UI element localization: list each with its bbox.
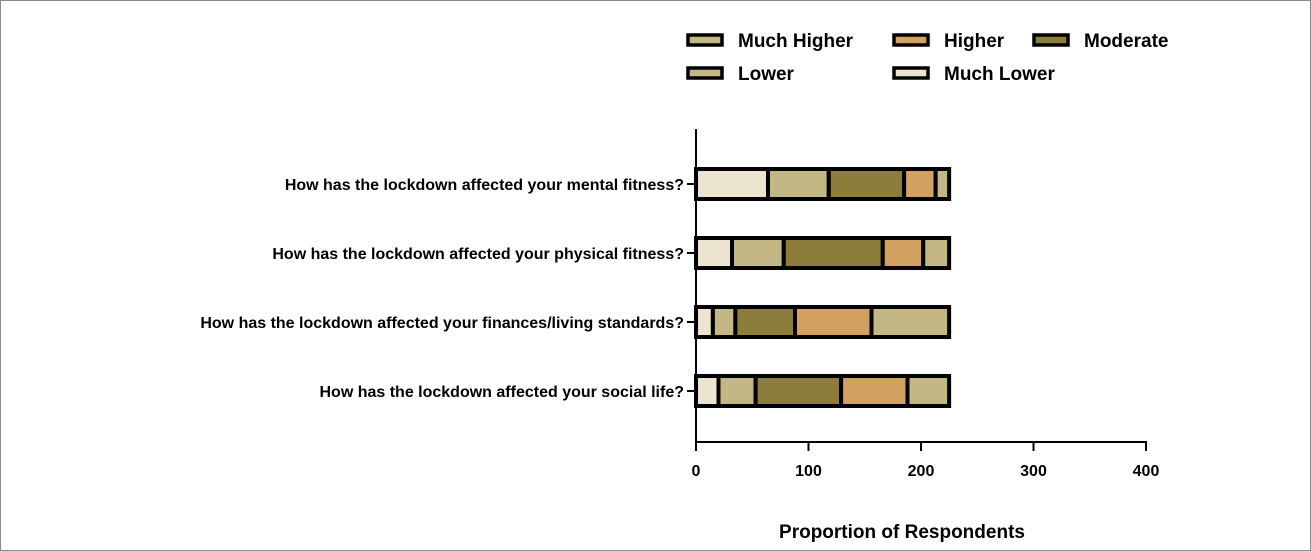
x-tick-label: 100 — [795, 463, 822, 480]
legend-label: Moderate — [1084, 31, 1168, 52]
bar-segment — [694, 305, 715, 339]
bar-segment — [781, 236, 885, 270]
bar-segment — [933, 167, 952, 201]
legend-label: Much Higher — [738, 31, 854, 52]
legend-item: Moderate — [1032, 31, 1168, 52]
category-label: How has the lockdown affected your menta… — [285, 177, 684, 194]
bar-segment — [826, 167, 907, 201]
bar-row — [694, 236, 952, 270]
bar-segment — [839, 374, 910, 408]
category-labels: How has the lockdown affected your menta… — [200, 177, 684, 401]
bar-segment — [730, 236, 786, 270]
bar-segment — [793, 305, 874, 339]
bar-row — [694, 167, 952, 201]
x-axis-title: Proportion of Respondents — [779, 522, 1025, 543]
bar-segment — [694, 374, 721, 408]
legend-label: Higher — [944, 31, 1005, 52]
legend: Much Higher Higher Moderate Lower Much Lower — [686, 31, 1168, 85]
x-tick-label: 200 — [908, 463, 935, 480]
legend-label: Lower — [738, 64, 795, 85]
x-tick-label: 300 — [1020, 463, 1047, 480]
bar-segment — [716, 374, 758, 408]
bar-segment — [902, 167, 938, 201]
bar-segment — [694, 167, 770, 201]
bar-segment — [880, 236, 926, 270]
legend-swatch — [686, 66, 724, 80]
category-label: How has the lockdown affected your finan… — [200, 315, 684, 332]
bar-segment — [921, 236, 952, 270]
x-tick-label: 400 — [1133, 463, 1160, 480]
x-tick-label: 0 — [692, 463, 701, 480]
bar-segment — [694, 236, 734, 270]
legend-swatch — [892, 33, 930, 47]
bar-segment — [710, 305, 738, 339]
axes: 0 100 200 300 400 — [687, 129, 1159, 480]
bars — [694, 167, 952, 408]
legend-item: Lower — [686, 64, 795, 85]
legend-item: Much Lower — [892, 64, 1055, 85]
category-label: How has the lockdown affected your socia… — [319, 384, 684, 401]
bar-segment — [753, 374, 844, 408]
bar-segment — [869, 305, 952, 339]
legend-item: Much Higher — [686, 31, 854, 52]
bar-segment — [905, 374, 952, 408]
legend-item: Higher — [892, 31, 1005, 52]
legend-swatch — [892, 66, 930, 80]
bar-row — [694, 305, 952, 339]
bar-segment — [766, 167, 831, 201]
bar-row — [694, 374, 952, 408]
legend-label: Much Lower — [944, 64, 1055, 85]
legend-swatch — [1032, 33, 1070, 47]
legend-swatch — [686, 33, 724, 47]
category-label: How has the lockdown affected your physi… — [272, 246, 684, 263]
bar-segment — [733, 305, 797, 339]
